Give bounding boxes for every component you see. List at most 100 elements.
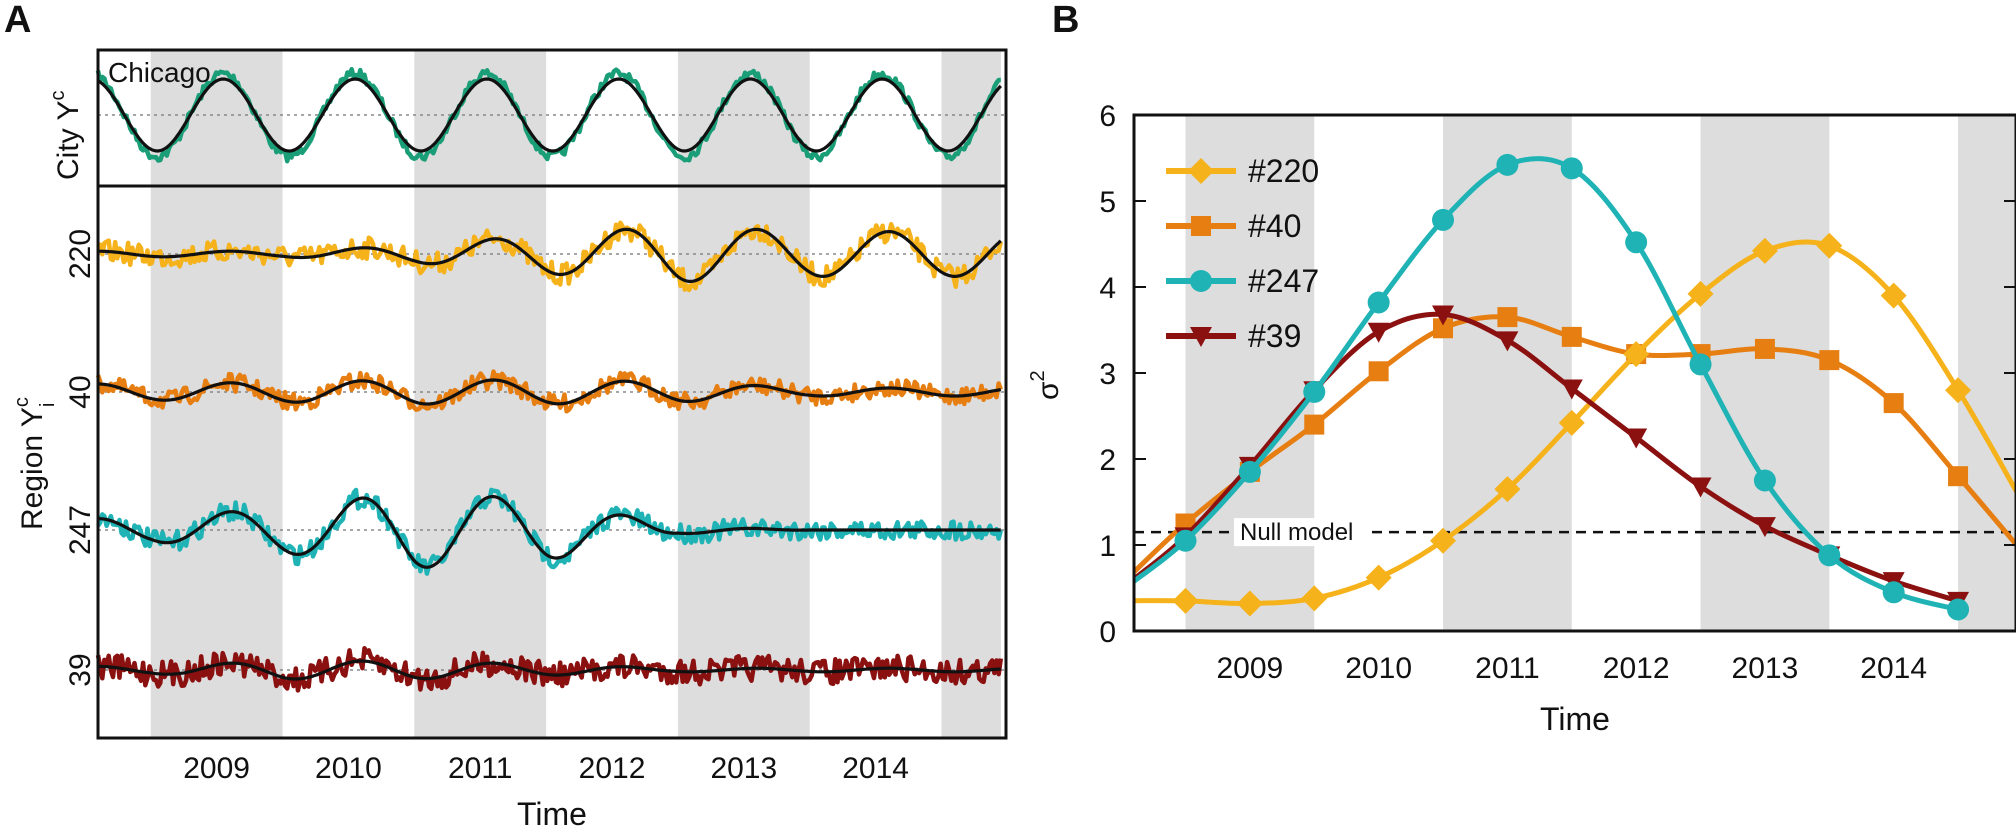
b-point	[1754, 338, 1775, 359]
b-point	[1945, 377, 1972, 404]
a-city-axis-text: City Y	[52, 101, 85, 180]
b-point	[1948, 466, 1969, 487]
a-city-axis-sup: c	[47, 91, 69, 101]
a-row-label: 220	[64, 229, 97, 279]
b-null-label-bg	[1234, 518, 1370, 547]
b-point	[1496, 331, 1519, 352]
a-series-group	[95, 66, 1006, 693]
a-series-fit-247	[97, 495, 1001, 569]
b-point	[1880, 282, 1907, 309]
a-city-axis-label: City Yc	[47, 91, 85, 180]
b-y-tick-label: 2	[1099, 444, 1116, 477]
b-point	[1883, 393, 1904, 414]
b-point	[1432, 208, 1455, 231]
b-x-tick-label: 2010	[1345, 652, 1412, 685]
panel-b-letter: B	[1052, 0, 1079, 41]
b-series-#220	[1134, 232, 2016, 617]
b-legend-entry: #40	[1166, 208, 1301, 244]
a-x-tick-label: 2010	[315, 752, 382, 785]
b-legend-marker	[1191, 216, 1211, 236]
b-point	[1560, 379, 1583, 400]
a-series-noisy-247	[96, 487, 1003, 576]
b-shade-band	[1700, 115, 1830, 631]
b-point	[1367, 322, 1390, 343]
a-x-tick-label: 2009	[183, 752, 250, 785]
a-x-axis-label: Time	[517, 796, 587, 831]
b-point	[1947, 598, 1970, 621]
b-point	[1816, 232, 1843, 259]
b-legend-label: #220	[1248, 153, 1319, 189]
b-point	[1819, 350, 1840, 371]
b-point	[1236, 590, 1263, 617]
b-legend-label: #40	[1248, 208, 1301, 244]
a-x-ticks: 2009 2010 2011 2012 2013 2014	[183, 752, 909, 785]
panel-a-letter: A	[4, 0, 31, 41]
b-point	[1753, 469, 1776, 492]
a-series-fit-220	[98, 227, 1002, 283]
a-plot-frame	[96, 48, 1008, 740]
svg-text:σ2: σ2	[1027, 370, 1065, 400]
b-legend-marker	[1188, 158, 1214, 184]
b-series-#247	[1134, 153, 1970, 621]
b-legend-entry: #220	[1166, 153, 1319, 189]
a-row-label-group: 220	[64, 229, 97, 279]
a-row-label-group: 40	[64, 375, 97, 408]
b-point	[1368, 361, 1389, 382]
b-axis-ticks: 0 1 2 3 4 5 6 2009 2010 2011 2012 2013 2014	[1099, 100, 2016, 685]
b-point	[1753, 517, 1776, 538]
b-x-tick-label: 2012	[1603, 652, 1670, 685]
b-shade-band	[1185, 115, 1315, 631]
b-point	[1174, 529, 1197, 552]
panel-a: 2009 2010 2011 2012 2013 2014 A Chicago City …	[4, 0, 1008, 831]
a-x-tick-label: 2012	[579, 752, 646, 785]
b-null-model-label: Null model	[1240, 519, 1353, 546]
b-point	[1238, 460, 1261, 483]
b-x-tick-label: 2011	[1475, 652, 1540, 685]
a-region-axis-text: Region Y	[16, 407, 49, 530]
b-legend-label: #39	[1248, 318, 1301, 354]
a-row-label: 39	[64, 653, 97, 686]
b-point	[1689, 477, 1712, 498]
b-legend-entry: #39	[1166, 318, 1301, 354]
b-point	[1687, 280, 1714, 307]
b-point	[1303, 380, 1326, 403]
a-region-axis-sub: i	[37, 403, 59, 407]
b-legend: #220 #40 #247 #39	[1166, 153, 1319, 354]
b-point	[1496, 153, 1519, 176]
b-y-tick-label: 4	[1099, 272, 1116, 305]
b-point	[1365, 564, 1392, 591]
b-point	[1430, 527, 1457, 554]
a-series-fit-Chicago	[97, 77, 1002, 153]
a-row-labels: 220 40 247 39	[64, 229, 97, 687]
a-row-label-group: 247	[64, 505, 97, 555]
b-point	[1560, 157, 1583, 180]
b-legend-label: #247	[1248, 263, 1319, 299]
b-legend-entry: #247	[1166, 263, 1319, 299]
b-point	[1689, 353, 1712, 376]
b-point	[1172, 587, 1199, 614]
b-y-tick-label: 5	[1099, 186, 1116, 219]
b-series-group	[1134, 153, 2016, 621]
a-series-fit-39	[98, 659, 1001, 681]
b-point	[1625, 428, 1648, 449]
svg-text:Region Yci: Region Yc i	[11, 397, 59, 530]
b-x-axis-label: Time	[1540, 701, 1610, 737]
b-legend-marker	[1190, 270, 1212, 292]
b-y-tick-label: 6	[1099, 100, 1116, 133]
a-x-tick-label: 2011	[448, 752, 513, 785]
a-region-axis-sup: c	[11, 397, 33, 407]
a-series-fit-40	[98, 378, 1002, 406]
a-region-axis-label: Region Yc i	[11, 397, 59, 530]
b-y-tick-label: 3	[1099, 358, 1116, 391]
a-x-tick-label: 2013	[710, 752, 777, 785]
b-y-tick-label: 1	[1099, 530, 1116, 563]
b-y-axis-label: σ2	[1027, 370, 1065, 400]
b-x-tick-label: 2013	[1732, 652, 1799, 685]
b-y-axis-text: σ	[1032, 381, 1065, 400]
a-city-label: Chicago	[108, 57, 211, 88]
a-x-tick-label: 2014	[842, 752, 909, 785]
a-row-label: 247	[64, 505, 97, 555]
b-point	[1818, 544, 1841, 567]
